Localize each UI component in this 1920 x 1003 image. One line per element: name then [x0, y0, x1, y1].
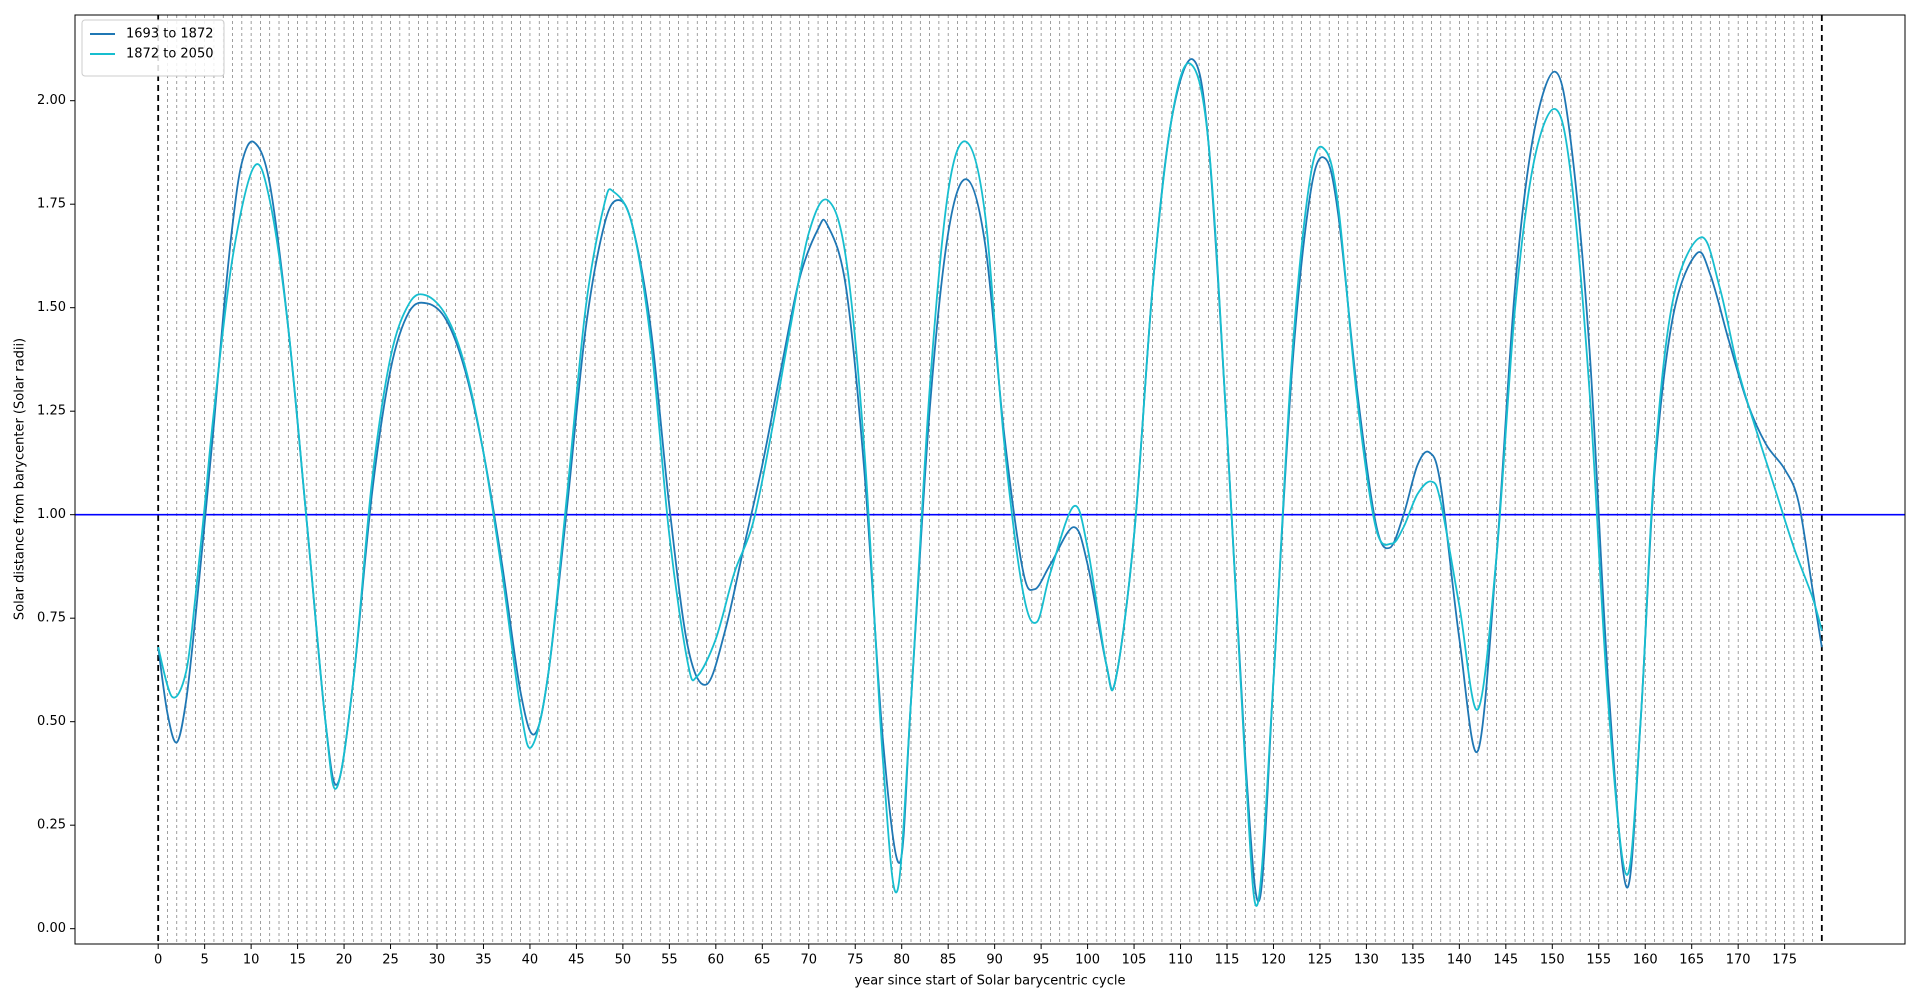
- x-tick-label: 175: [1772, 953, 1797, 968]
- x-tick-label: 105: [1122, 953, 1147, 968]
- y-tick-label: 0.25: [37, 818, 66, 833]
- x-tick-label: 160: [1633, 953, 1658, 968]
- y-tick-label: 2.00: [37, 93, 66, 108]
- x-tick-label: 65: [754, 953, 771, 968]
- legend-label: 1872 to 2050: [126, 47, 213, 62]
- x-tick-label: 40: [522, 953, 539, 968]
- x-tick-label: 170: [1726, 953, 1751, 968]
- x-tick-label: 25: [382, 953, 399, 968]
- legend-box: [81, 19, 225, 77]
- x-tick-label: 100: [1075, 953, 1100, 968]
- x-tick-label: 155: [1586, 953, 1611, 968]
- plot-frame: [74, 14, 1906, 945]
- series-line: [157, 62, 1823, 907]
- x-tick-label: 120: [1261, 953, 1286, 968]
- x-tick-label: 95: [1033, 953, 1050, 968]
- y-axis-label: Solar distance from barycenter (Solar ra…: [13, 338, 28, 620]
- x-tick-label: 5: [201, 953, 209, 968]
- x-tick-label: 85: [940, 953, 957, 968]
- x-tick-label: 20: [336, 953, 353, 968]
- x-tick-label: 135: [1400, 953, 1425, 968]
- legend-label: 1693 to 1872: [126, 27, 213, 42]
- x-tick-label: 50: [615, 953, 632, 968]
- x-tick-label: 45: [568, 953, 585, 968]
- x-tick-label: 90: [986, 953, 1003, 968]
- x-tick-label: 75: [847, 953, 864, 968]
- x-tick-label: 70: [800, 953, 817, 968]
- y-tick-label: 1.25: [37, 404, 66, 419]
- x-tick-label: 15: [289, 953, 306, 968]
- legend: 1693 to 1872 1872 to 2050: [81, 19, 225, 77]
- x-tick-label: 55: [661, 953, 678, 968]
- x-tick-label: 0: [154, 953, 162, 968]
- x-tick-label: 145: [1493, 953, 1518, 968]
- x-tick-label: 125: [1308, 953, 1333, 968]
- x-tick-label: 115: [1215, 953, 1240, 968]
- x-tick-label: 150: [1540, 953, 1565, 968]
- x-tick-label: 140: [1447, 953, 1472, 968]
- x-axis-label: year since start of Solar barycentric cy…: [855, 974, 1126, 989]
- x-tick-label: 60: [708, 953, 725, 968]
- y-tick-label: 0.00: [37, 921, 66, 936]
- x-tick-label: 10: [243, 953, 260, 968]
- x-tick-label: 80: [893, 953, 910, 968]
- y-tick-label: 0.50: [37, 714, 66, 729]
- y-tick-label: 1.00: [37, 507, 66, 522]
- x-tick-label: 165: [1679, 953, 1704, 968]
- y-tick-label: 1.75: [37, 197, 66, 212]
- x-tick-label: 130: [1354, 953, 1379, 968]
- x-tick-label: 35: [475, 953, 492, 968]
- x-tick-label: 110: [1168, 953, 1193, 968]
- x-tick-label: 30: [429, 953, 446, 968]
- y-tick-label: 1.50: [37, 300, 66, 315]
- y-tick-label: 0.75: [37, 611, 66, 626]
